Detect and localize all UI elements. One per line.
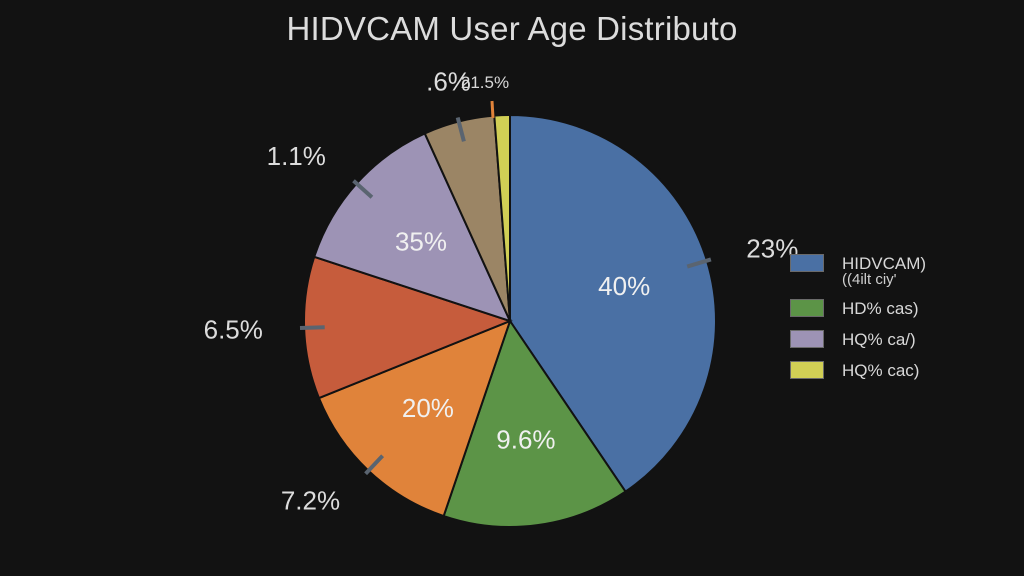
slice-outer-label-6: .6% bbox=[426, 67, 471, 97]
legend-swatch-2 bbox=[790, 299, 824, 317]
leader-line-3 bbox=[364, 454, 385, 476]
legend-item-4: HQ% cac) bbox=[790, 361, 926, 380]
leader-line-5 bbox=[352, 179, 374, 199]
legend-swatch-4 bbox=[790, 361, 824, 379]
legend-text-1: HIDVCAM) ((4ilt ciy' bbox=[842, 254, 926, 287]
legend-text-4: HQ% cac) bbox=[842, 361, 919, 380]
leader-line-6 bbox=[455, 116, 466, 142]
legend-label-1: HIDVCAM) bbox=[842, 254, 927, 273]
legend-item-3: HQ% ca/) bbox=[790, 330, 926, 349]
leader-lines bbox=[299, 116, 712, 476]
legend-swatch-3 bbox=[790, 330, 824, 348]
legend-item-2: HD% cas) bbox=[790, 299, 926, 318]
slice-outer-label-4: 6.5% bbox=[204, 314, 263, 344]
pie-slice-2 bbox=[442, 318, 627, 528]
pie-slices bbox=[303, 113, 717, 528]
legend-label-2: HD% cas) bbox=[842, 299, 919, 318]
legend: HIDVCAM) ((4ilt ciy' HD% cas) HQ% ca/) HQ% c… bbox=[790, 254, 926, 392]
slice-labels: 40% 23% 9.6% 20% 7.2% 6.5% 35% 1.1% .6% bbox=[204, 67, 799, 516]
slice-outer-label-5: 1.1% bbox=[267, 141, 326, 171]
slice-inner-label-1: 40% bbox=[598, 271, 650, 301]
slice-outer-label-1: 23% bbox=[746, 234, 798, 264]
leader-line-4 bbox=[299, 325, 325, 330]
legend-label-3: HQ% ca/) bbox=[842, 330, 916, 349]
legend-item-1: HIDVCAM) ((4ilt ciy' bbox=[790, 254, 926, 287]
slice-inner-label-5: 35% bbox=[395, 226, 447, 256]
leader-line-1 bbox=[686, 257, 712, 269]
slice-inner-label-2: 9.6% bbox=[496, 424, 555, 454]
legend-sublabel-1: ((4ilt ciy' bbox=[842, 271, 897, 288]
legend-swatch-1 bbox=[790, 254, 824, 272]
chart-title: HIDVCAM User Age Distributo bbox=[286, 10, 738, 47]
legend-text-2: HD% cas) bbox=[842, 299, 919, 318]
top-annotation-label: 21.5% bbox=[461, 73, 509, 92]
legend-text-3: HQ% ca/) bbox=[842, 330, 916, 349]
slice-inner-label-3: 20% bbox=[402, 393, 454, 423]
slice-outer-label-3: 7.2% bbox=[281, 486, 340, 516]
legend-label-4: HQ% cac) bbox=[842, 361, 920, 380]
top-annotation-mark bbox=[490, 100, 495, 119]
